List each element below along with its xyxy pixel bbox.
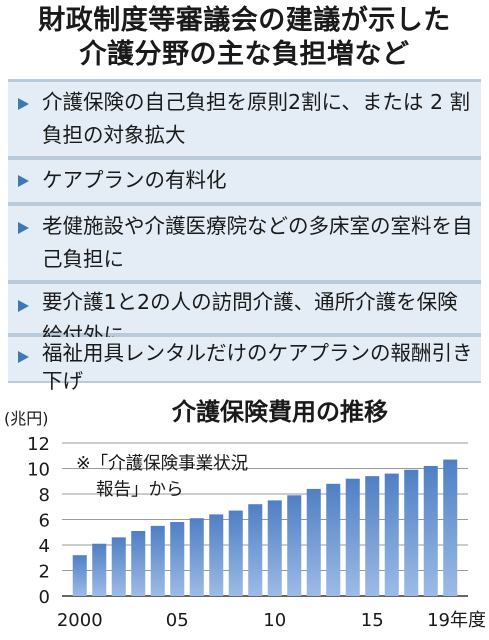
y-tick-label: 0	[39, 587, 50, 608]
bar-2015	[365, 476, 380, 596]
measure-item-text: 福祉用具レンタルだけのケアプランの報酬引き下げ	[42, 341, 473, 393]
measure-item: 介護保険の自己負担を原則2割に、または 2 割負担の対象拡大	[8, 82, 481, 156]
chart-title: 介護保険費用の推移	[172, 398, 388, 426]
source-note-line-2: 報告」から	[96, 480, 184, 500]
title-line-2: 介護分野の主な負担増など	[79, 39, 410, 70]
y-axis-unit: (兆円)	[4, 409, 49, 428]
y-tick-label: 10	[27, 460, 50, 481]
bar-2009	[248, 504, 263, 596]
y-tick-label: 8	[39, 485, 50, 506]
bar-2007	[209, 514, 224, 596]
bar-2019	[443, 459, 458, 596]
bar-2018	[423, 465, 438, 596]
y-tick-label: 12	[27, 434, 50, 455]
measure-item-text: 介護保険の自己負担を原則2割に、または 2 割負担の対象拡大	[42, 90, 471, 147]
measure-item: 要介護1と2の人の訪問介護、通所介護を保険給付外に	[8, 284, 481, 347]
title-line-1: 財政制度等審議会の建議が示した	[38, 5, 451, 36]
bar-2011	[287, 495, 302, 596]
x-tick-label: 19年度	[427, 610, 486, 631]
bar-2008	[228, 510, 243, 596]
x-tick-label: 05	[166, 610, 189, 631]
triangle-bullet-icon	[18, 175, 29, 187]
triangle-bullet-icon	[18, 222, 29, 234]
x-tick-label: 2000	[57, 610, 103, 631]
source-note-line-1: ※「介護保険事業状況	[76, 454, 249, 474]
measure-item-text: 要介護1と2の人の訪問介護、通所介護を保険給付外に	[42, 290, 458, 347]
bar-2003	[131, 530, 146, 596]
bar-2001	[92, 543, 107, 596]
measure-item: 老健施設や介護医療院などの多床室の室料を自己負担に	[8, 206, 481, 280]
triangle-bullet-icon	[18, 300, 29, 312]
y-tick-label: 6	[39, 511, 50, 532]
triangle-bullet-icon	[18, 351, 29, 363]
measure-item-text: 老健施設や介護医療院などの多床室の室料を自己負担に	[42, 214, 473, 271]
bar-2010	[267, 500, 282, 596]
bar-2002	[111, 537, 126, 596]
x-tick-label: 15	[361, 610, 384, 631]
bar-2000	[72, 555, 87, 596]
y-tick-label: 2	[39, 562, 50, 583]
measures-panel: 介護保険の自己負担を原則2割に、または 2 割負担の対象拡大 ケアプランの有料化…	[8, 79, 481, 393]
bar-2012	[306, 488, 321, 596]
y-tick-label: 4	[39, 536, 50, 557]
bar-2004	[150, 525, 165, 596]
triangle-bullet-icon	[18, 98, 29, 110]
bar-2013	[326, 483, 341, 596]
measure-item-text: ケアプランの有料化	[42, 168, 227, 192]
bar-2016	[384, 473, 399, 596]
bar-2017	[404, 469, 419, 596]
bar-2014	[345, 478, 360, 596]
bar-2005	[170, 522, 185, 596]
bar-2006	[189, 518, 204, 596]
measure-item: ケアプランの有料化	[8, 160, 481, 202]
x-tick-label: 10	[263, 610, 286, 631]
measure-item: 福祉用具レンタルだけのケアプランの報酬引き下げ	[8, 337, 481, 393]
